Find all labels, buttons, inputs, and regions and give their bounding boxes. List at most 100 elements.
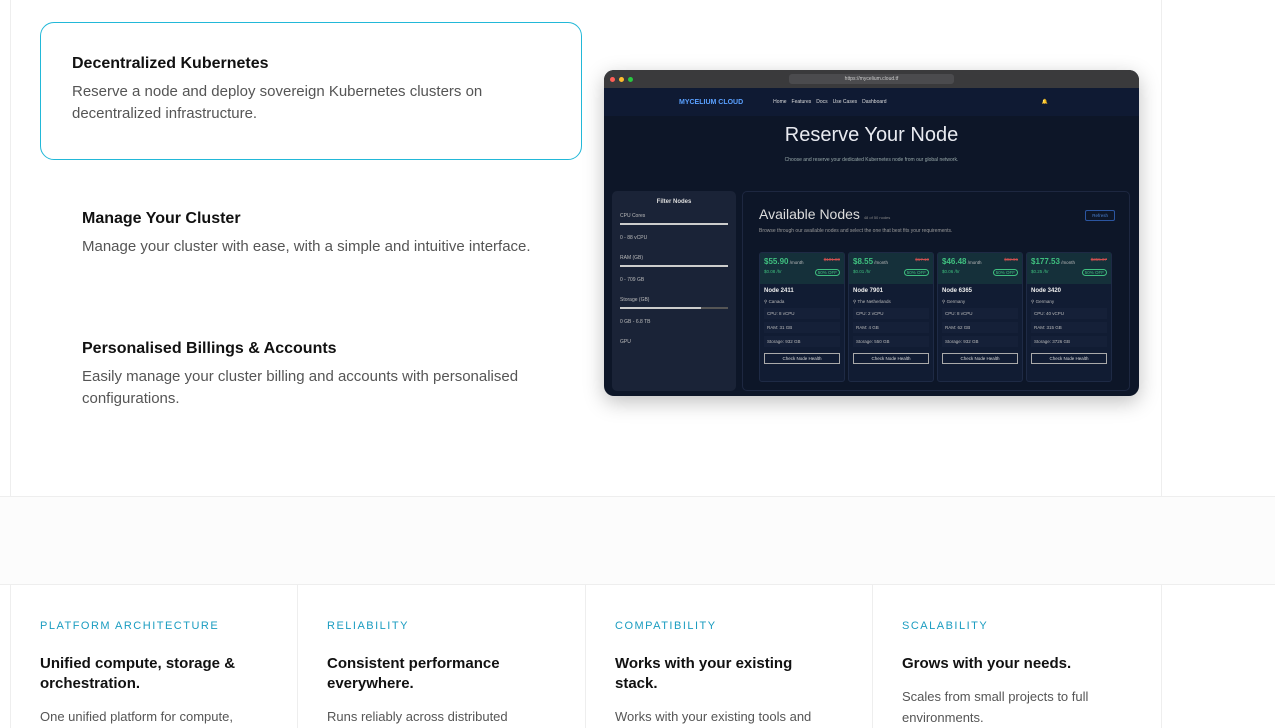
storage-spec: Storage: 550 GB bbox=[853, 336, 929, 347]
old-price: $355.07 bbox=[1090, 257, 1107, 262]
column-title: Grows with your needs. bbox=[902, 655, 1072, 672]
cpu-label: CPU Cores bbox=[620, 213, 646, 219]
storage-spec: Storage: 932 GB bbox=[942, 336, 1018, 347]
gpu-label: GPU bbox=[620, 339, 631, 345]
column-desc: Works with your existing tools and bbox=[615, 709, 812, 724]
available-nodes: Available Nodes 48 of 50 nodes Refresh B… bbox=[742, 191, 1130, 391]
check-node-health-button: Check Node Health bbox=[853, 353, 929, 364]
node-name: Node 3420 bbox=[1031, 288, 1062, 294]
node-location: ⚲ Germany bbox=[942, 299, 1018, 305]
node-price: $55.90 bbox=[764, 257, 789, 266]
ram-spec: RAM: 315 GB bbox=[1031, 322, 1107, 333]
cpu-spec: CPU: 2 vCPU bbox=[853, 308, 929, 319]
column-title: Consistent performance everywhere. bbox=[327, 655, 500, 692]
old-price: $17.10 bbox=[915, 257, 929, 262]
nav-docs: Docs bbox=[816, 99, 828, 105]
check-node-health-button: Check Node Health bbox=[1031, 353, 1107, 364]
node-name: Node 7901 bbox=[853, 288, 884, 294]
storage-label: Storage (GB) bbox=[620, 297, 650, 303]
column-scalability: SCALABILITY Grows with your needs. Scale… bbox=[873, 585, 1161, 728]
hourly-price: $0.06 /hr bbox=[942, 269, 960, 274]
column-tag: PLATFORM ARCHITECTURE bbox=[40, 620, 220, 632]
url-bar: https://mycelium.cloud.tf bbox=[789, 74, 954, 84]
node-card: $8.55 /month $17.10 $0.01 /hr 50% OFF Node… bbox=[848, 252, 934, 382]
old-price: $101.80 bbox=[823, 257, 840, 262]
cpu-spec: CPU: 40 vCPU bbox=[1031, 308, 1107, 319]
discount-badge: 50% OFF bbox=[1081, 269, 1107, 276]
refresh-button: Refresh bbox=[1085, 210, 1115, 221]
column-platform: PLATFORM ARCHITECTURE Unified compute, s… bbox=[11, 585, 298, 728]
feature-title: Personalised Billings & Accounts bbox=[82, 340, 337, 357]
feature-billing[interactable]: Personalised Billings & Accounts Easily … bbox=[40, 340, 582, 410]
node-card: $55.90 /month $101.80 $0.08 /hr 50% OFF No… bbox=[759, 252, 845, 382]
feature-desc: Reserve a node and deploy sovereign Kube… bbox=[72, 83, 483, 122]
feature-title: Manage Your Cluster bbox=[82, 210, 241, 227]
old-price: $92.96 bbox=[1004, 257, 1018, 262]
discount-badge: 50% OFF bbox=[992, 269, 1018, 276]
site-nav: MYCELIUM CLOUD Home Features Docs Use Ca… bbox=[604, 88, 1139, 116]
screenshot-title: Reserve Your Node bbox=[784, 124, 959, 146]
ram-spec: RAM: 62 GB bbox=[942, 322, 1018, 333]
node-name: Node 6365 bbox=[942, 288, 973, 294]
pin-icon: ⚲ bbox=[764, 299, 768, 304]
node-location: ⚲ Germany bbox=[1031, 299, 1107, 305]
filter-title: Filter Nodes bbox=[656, 199, 692, 205]
browser-bar: https://mycelium.cloud.tf bbox=[604, 70, 1139, 88]
feature-manage-cluster[interactable]: Manage Your Cluster Manage your cluster … bbox=[40, 210, 582, 258]
price-period: /month bbox=[789, 260, 804, 265]
feature-desc: Easily manage your cluster billing and a… bbox=[82, 368, 519, 407]
location-text: Germany bbox=[1035, 299, 1055, 304]
nav-features: Features bbox=[791, 99, 812, 105]
nav-use-cases: Use Cases bbox=[832, 99, 858, 105]
node-price: $46.48 bbox=[942, 257, 967, 266]
feature-decentralized-kubernetes[interactable]: Decentralized Kubernetes Reserve a node … bbox=[40, 22, 582, 160]
node-location: ⚲ The Netherlands bbox=[853, 299, 929, 305]
location-text: Germany bbox=[946, 299, 966, 304]
pin-icon: ⚲ bbox=[1031, 299, 1035, 304]
cpu-slider bbox=[620, 223, 728, 225]
node-name: Node 2411 bbox=[764, 288, 794, 294]
node-location: ⚲ Canada bbox=[764, 299, 840, 305]
price-period: /month bbox=[967, 260, 982, 265]
bell-icon: 🔔 bbox=[1041, 99, 1048, 105]
discount-badge: 50% OFF bbox=[903, 269, 929, 276]
column-desc: Runs reliably across distributed bbox=[327, 709, 508, 724]
column-compatibility: COMPATIBILITY Works with your existing s… bbox=[586, 585, 873, 728]
feature-desc: Manage your cluster with ease, with a si… bbox=[82, 238, 531, 255]
storage-slider bbox=[620, 307, 728, 309]
cpu-range: 0 - 88 vCPU bbox=[620, 235, 648, 241]
storage-spec: Storage: 3726 GB bbox=[1031, 336, 1107, 347]
available-title: Available Nodes bbox=[759, 206, 860, 222]
column-tag: COMPATIBILITY bbox=[615, 620, 717, 632]
column-title: Works with your existing stack. bbox=[615, 655, 793, 692]
price-period: /month bbox=[874, 260, 889, 265]
product-screenshot: https://mycelium.cloud.tf MYCELIUM CLOUD… bbox=[604, 70, 1139, 396]
hourly-price: $0.01 /hr bbox=[853, 269, 871, 274]
column-tag: RELIABILITY bbox=[327, 620, 409, 632]
storage-spec: Storage: 932 GB bbox=[764, 336, 840, 347]
check-node-health-button: Check Node Health bbox=[764, 353, 840, 364]
column-tag: SCALABILITY bbox=[902, 620, 989, 632]
pin-icon: ⚲ bbox=[853, 299, 857, 304]
node-price: $8.55 bbox=[853, 257, 874, 266]
column-title: Unified compute, storage & orchestration… bbox=[40, 655, 236, 692]
filter-panel: Filter Nodes CPU Cores 0 - 88 vCPU RAM (… bbox=[612, 191, 736, 391]
ram-label: RAM (GB) bbox=[620, 255, 644, 261]
location-text: The Netherlands bbox=[857, 299, 891, 304]
hourly-price: $0.08 /hr bbox=[764, 269, 782, 274]
price-period: /month bbox=[1061, 260, 1075, 265]
column-desc: Scales from small projects to full envir… bbox=[902, 689, 1089, 725]
node-card: $46.48 /month $92.96 $0.06 /hr 50% OFF Nod… bbox=[937, 252, 1023, 382]
cpu-spec: CPU: 8 vCPU bbox=[764, 308, 840, 319]
column-reliability: RELIABILITY Consistent performance every… bbox=[298, 585, 586, 728]
ram-slider bbox=[620, 265, 728, 267]
screenshot-subtitle: Choose and reserve your dedicated Kubern… bbox=[784, 157, 959, 163]
cpu-spec: CPU: 8 vCPU bbox=[942, 308, 1018, 319]
pin-icon: ⚲ bbox=[942, 299, 946, 304]
logo: MYCELIUM CLOUD bbox=[679, 98, 744, 106]
ram-spec: RAM: 31 GB bbox=[764, 322, 840, 333]
node-card: $177.53 /month $355.07 $0.25 /hr 50% OFF N… bbox=[1026, 252, 1112, 382]
nav-dashboard: Dashboard bbox=[862, 99, 887, 105]
ram-spec: RAM: 4 GB bbox=[853, 322, 929, 333]
discount-badge: 50% OFF bbox=[814, 269, 840, 276]
